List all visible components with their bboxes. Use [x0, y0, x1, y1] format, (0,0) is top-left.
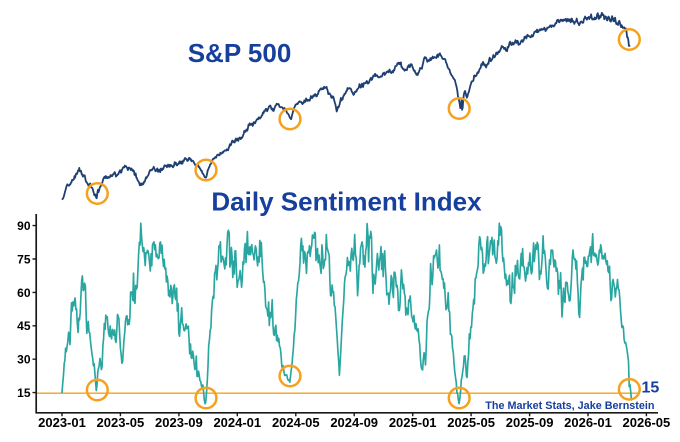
svg-text:45: 45 [17, 319, 31, 333]
svg-text:2025-05: 2025-05 [447, 415, 495, 430]
svg-text:2024-01: 2024-01 [213, 415, 261, 430]
svg-text:60: 60 [17, 286, 31, 300]
svg-text:2026-05: 2026-05 [623, 415, 671, 430]
svg-text:2024-05: 2024-05 [272, 415, 320, 430]
svg-text:15: 15 [642, 380, 660, 397]
svg-text:90: 90 [17, 219, 31, 233]
svg-text:2026-01: 2026-01 [564, 415, 612, 430]
svg-text:15: 15 [17, 386, 31, 400]
svg-text:The Market Stats, Jake Bernste: The Market Stats, Jake Bernstein [485, 400, 654, 412]
svg-text:2023-01: 2023-01 [38, 415, 86, 430]
svg-text:2025-09: 2025-09 [506, 415, 554, 430]
svg-text:2023-09: 2023-09 [155, 415, 203, 430]
svg-text:2024-09: 2024-09 [330, 415, 378, 430]
svg-text:Daily Sentiment Index: Daily Sentiment Index [211, 187, 482, 217]
svg-text:2025-01: 2025-01 [389, 415, 437, 430]
svg-text:75: 75 [17, 252, 31, 266]
svg-text:S&P 500: S&P 500 [188, 38, 292, 68]
svg-text:2023-05: 2023-05 [97, 415, 145, 430]
svg-text:30: 30 [17, 353, 31, 367]
